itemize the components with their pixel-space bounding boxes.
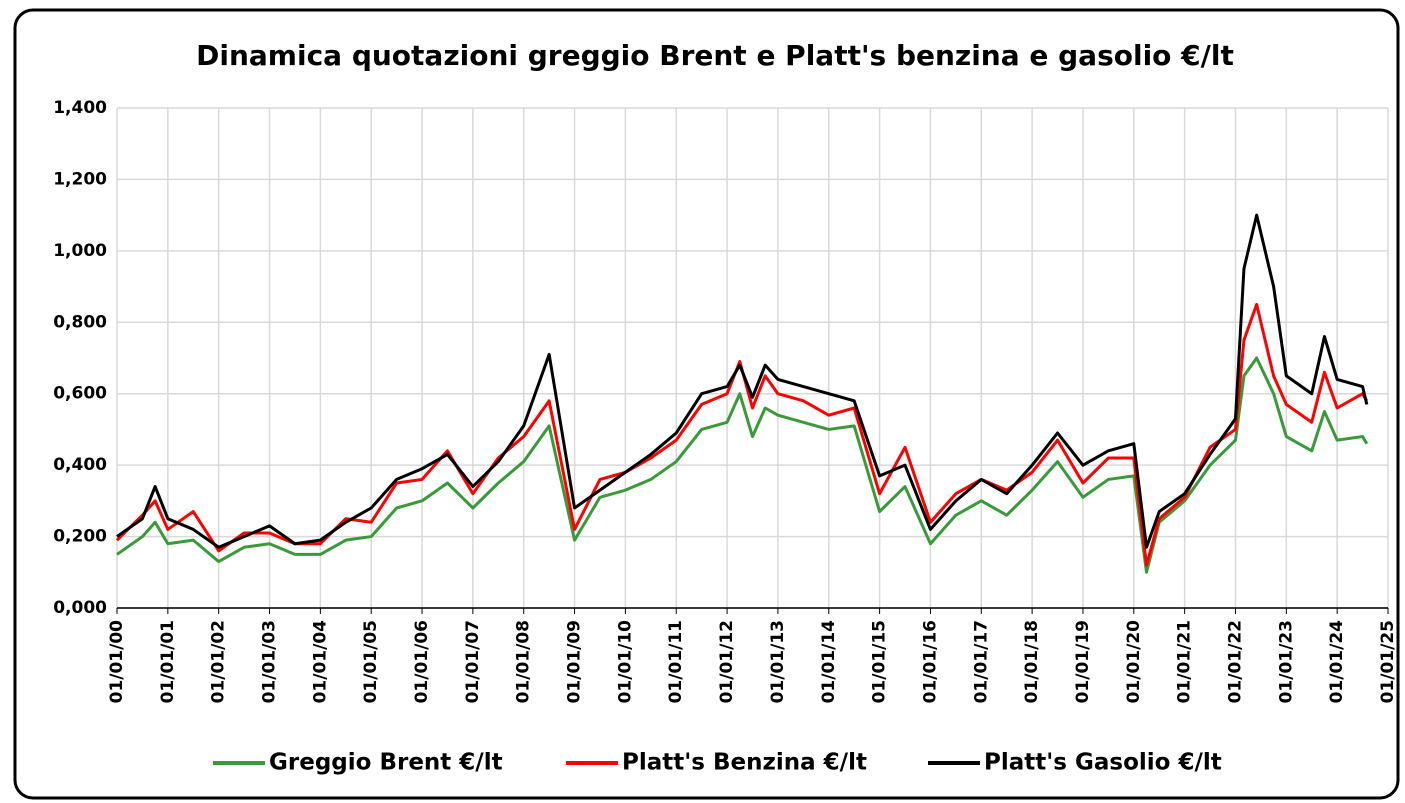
x-tick-label: 01/01/15 <box>870 620 890 703</box>
x-tick-label: 01/01/20 <box>1124 620 1144 704</box>
x-tick-label: 01/01/06 <box>412 620 432 703</box>
chart-title: Dinamica quotazioni greggio Brent e Plat… <box>196 39 1234 72</box>
legend-label: Platt's Gasolio €/lt <box>984 750 1222 776</box>
data-line <box>116 356 1369 574</box>
x-tick-label: 01/01/10 <box>615 620 635 704</box>
legend-label: Greggio Brent €/lt <box>269 750 503 776</box>
y-tick-label: 0,800 <box>53 312 107 332</box>
x-tick-label: 01/01/18 <box>1022 620 1042 703</box>
x-tick-label: 01/01/21 <box>1175 620 1195 703</box>
x-tick-label: 01/01/02 <box>209 620 229 703</box>
x-tick-label: 01/01/17 <box>971 620 991 703</box>
y-tick-label: 1,200 <box>53 169 107 189</box>
x-tick-label: 01/01/00 <box>107 620 127 704</box>
x-tick-label: 01/01/22 <box>1225 620 1245 703</box>
legend-label: Platt's Benzina €/lt <box>622 750 867 776</box>
y-tick-label: 0,400 <box>53 455 107 475</box>
x-tick-label: 01/01/09 <box>565 620 585 703</box>
x-tick-label: 01/01/19 <box>1073 620 1093 703</box>
y-tick-label: 1,400 <box>53 98 107 118</box>
x-tick-label: 01/01/23 <box>1276 620 1296 703</box>
x-tick-label: 01/01/04 <box>310 620 330 704</box>
x-tick-label: 01/01/13 <box>768 620 788 703</box>
x-tick-label: 01/01/16 <box>920 620 940 703</box>
x-tick-label: 01/01/12 <box>717 620 737 703</box>
y-tick-label: 1,000 <box>53 241 107 261</box>
data-line <box>116 213 1369 549</box>
y-tick-label: 0,600 <box>53 384 107 404</box>
y-tick-label: 0,200 <box>53 527 107 547</box>
x-tick-label: 01/01/03 <box>260 620 280 703</box>
x-tick-label: 01/01/11 <box>666 620 686 703</box>
y-tick-label: 0,000 <box>53 598 107 618</box>
x-tick-label: 01/01/08 <box>514 620 534 703</box>
x-tick-label: 01/01/24 <box>1327 620 1347 704</box>
x-tick-label: 01/01/07 <box>463 620 483 703</box>
x-tick-label: 01/01/14 <box>819 620 839 704</box>
x-tick-label: 01/01/05 <box>361 620 381 703</box>
x-tick-label: 01/01/01 <box>158 620 178 703</box>
x-tick-label: 01/01/25 <box>1378 620 1398 703</box>
